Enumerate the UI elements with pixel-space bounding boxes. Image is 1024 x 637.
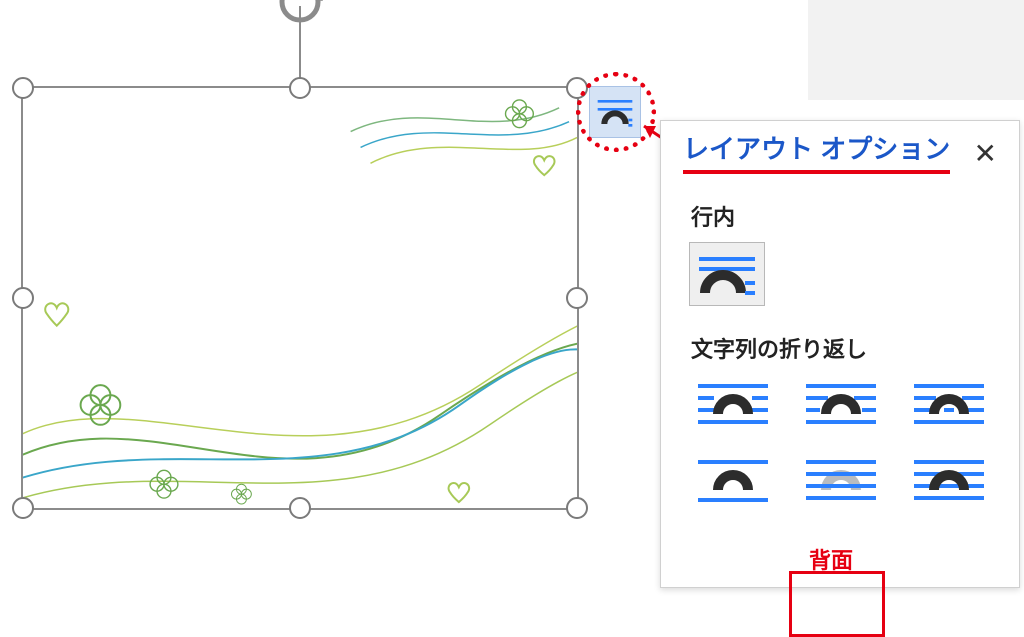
annotation-behind-rect xyxy=(789,571,885,637)
section-wrap-label: 文字列の折り返し xyxy=(691,332,1019,364)
selection-handle-bottom-middle[interactable] xyxy=(289,497,311,519)
selection-handle-top-left[interactable] xyxy=(12,77,34,99)
selection-handle-middle-left[interactable] xyxy=(12,287,34,309)
top-right-background-panel xyxy=(808,0,1024,100)
wrap-inline-icon xyxy=(695,251,759,297)
rotation-handle[interactable] xyxy=(277,0,323,25)
wrap-option-grid xyxy=(691,374,1019,510)
annotation-behind-label: 背面 xyxy=(809,543,853,575)
callout-close-button[interactable]: ✕ xyxy=(970,140,1001,168)
option-top-and-bottom[interactable] xyxy=(691,450,775,510)
selection-handle-bottom-right[interactable] xyxy=(566,497,588,519)
callout-title: レイアウト オプション xyxy=(683,135,950,174)
wrap-behind-icon xyxy=(802,454,880,506)
option-behind-text[interactable] xyxy=(799,450,883,510)
selection-handle-top-middle[interactable] xyxy=(289,77,311,99)
wrap-inline-icon xyxy=(595,96,635,128)
option-inline-with-text[interactable] xyxy=(689,242,765,306)
option-through[interactable] xyxy=(907,374,991,434)
layout-options-callout: レイアウト オプション ✕ 行内 文字列の折り返し xyxy=(660,120,1020,588)
wrap-top-bottom-icon xyxy=(694,454,772,506)
section-inline-label: 行内 xyxy=(691,200,1019,232)
wrap-square-icon xyxy=(694,378,772,430)
wrap-front-icon xyxy=(910,454,988,506)
selected-image-object[interactable] xyxy=(21,86,579,510)
option-square[interactable] xyxy=(691,374,775,434)
selection-handle-top-right[interactable] xyxy=(566,77,588,99)
wrap-through-icon xyxy=(910,378,988,430)
option-in-front-of-text[interactable] xyxy=(907,450,991,510)
wrap-tight-icon xyxy=(802,378,880,430)
selection-handle-bottom-left[interactable] xyxy=(12,497,34,519)
layout-options-tag-button[interactable] xyxy=(589,86,641,138)
selection-handle-middle-right[interactable] xyxy=(566,287,588,309)
option-tight[interactable] xyxy=(799,374,883,434)
image-content xyxy=(23,88,577,508)
